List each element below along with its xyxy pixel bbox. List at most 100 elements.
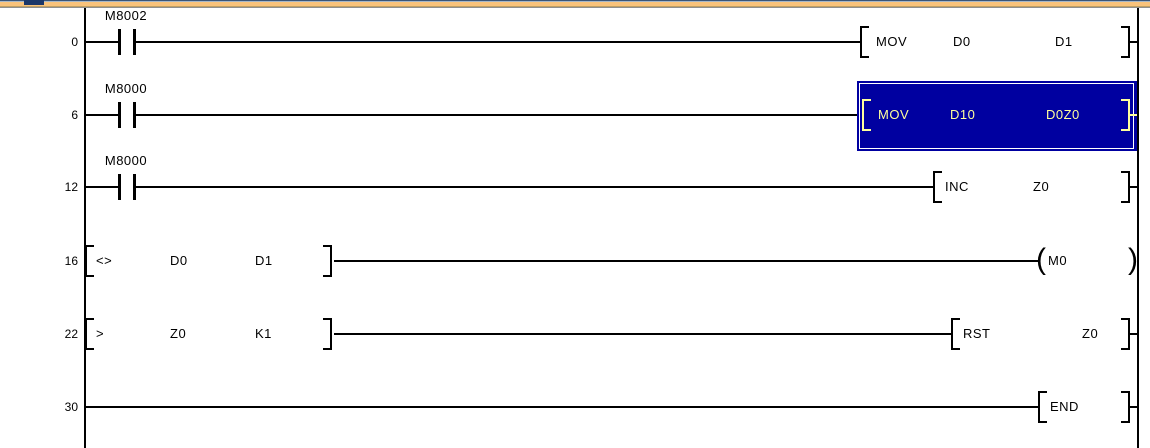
instruction-mnemonic: MOV — [876, 34, 908, 49]
instruction-open-bracket-arm-bottom — [953, 348, 960, 350]
wire-bracket-to-rail — [1130, 406, 1137, 408]
instruction-close-bracket-arm-top — [1121, 171, 1128, 173]
wire-rail-to-contact — [86, 186, 118, 188]
instruction-close-bracket-bar — [1128, 318, 1130, 350]
left-power-rail — [84, 8, 86, 448]
wire-bracket-to-rail — [1130, 41, 1137, 43]
instruction-open-bracket-arm-bottom — [1040, 421, 1047, 423]
step-number: 12 — [64, 180, 78, 194]
instruction-open-bracket-arm-bottom — [862, 56, 869, 58]
instruction-open-bracket-bar — [862, 99, 864, 131]
instruction-operand: D1 — [1055, 34, 1073, 49]
titlebar-shadow-strip — [0, 6, 1150, 7]
instruction-open-bracket-bar — [1038, 391, 1040, 423]
compare-operand: Z0 — [170, 326, 187, 341]
instruction-operand: Z0 — [1033, 179, 1050, 194]
compare-close-bracket-bar — [330, 318, 332, 350]
instruction-open-bracket-bar — [860, 26, 862, 58]
compare-operator: > — [96, 326, 105, 341]
instruction-close-bracket-bar — [1128, 171, 1130, 203]
step-number: 6 — [71, 108, 78, 122]
window-icon[interactable] — [24, 0, 44, 5]
titlebar-inner-edge — [0, 1, 1150, 2]
wire-compare-to-output — [334, 260, 1038, 262]
compare-operand: K1 — [255, 326, 272, 341]
compare-block[interactable] — [80, 243, 340, 279]
wire-contact-to-instruction — [136, 114, 857, 116]
compare-operand: D1 — [255, 253, 273, 268]
compare-operator: <> — [96, 253, 113, 268]
instruction-close-bracket-arm-bottom — [1121, 129, 1128, 131]
instruction-mnemonic: RST — [963, 326, 991, 341]
instruction-open-bracket-arm-top — [935, 171, 942, 173]
contact-label: M8000 — [104, 81, 148, 96]
compare-close-bracket-arm-top — [323, 318, 330, 320]
instruction-open-bracket-arm-top — [1040, 391, 1047, 393]
wire-bracket-to-rail — [1130, 114, 1137, 116]
instruction-open-bracket-arm-top — [953, 318, 960, 320]
instruction-close-bracket-arm-top — [1121, 99, 1128, 101]
instruction-operand: D10 — [950, 107, 976, 122]
compare-open-bracket-bar — [85, 245, 87, 277]
wire-bracket-to-rail — [1130, 186, 1137, 188]
instruction-mnemonic: INC — [945, 179, 969, 194]
compare-close-bracket-arm-bottom — [323, 348, 330, 350]
instruction-close-bracket-arm-top — [1121, 391, 1128, 393]
instruction-mnemonic: MOV — [878, 107, 910, 122]
step-number: 0 — [71, 35, 78, 49]
wire-rail-to-instruction — [86, 406, 1038, 408]
titlebar-border-strip — [0, 7, 1150, 8]
instruction-close-bracket-arm-bottom — [1121, 348, 1128, 350]
coil-label: M0 — [1048, 253, 1068, 268]
contact-label: M8000 — [104, 153, 148, 168]
instruction-close-bracket-bar — [1128, 26, 1130, 58]
instruction-close-bracket-bar — [1128, 99, 1130, 131]
no-contact[interactable] — [114, 171, 142, 203]
step-number: 30 — [64, 400, 78, 414]
wire-rail-to-contact — [86, 41, 118, 43]
contact-pole-right — [133, 102, 136, 128]
instruction-open-bracket-arm-top — [862, 26, 869, 28]
compare-open-bracket-arm-top — [87, 318, 94, 320]
selection-highlight-border — [859, 83, 1134, 149]
instruction-close-bracket-bar — [1128, 391, 1130, 423]
compare-close-bracket-arm-bottom — [323, 275, 330, 277]
step-number: 22 — [64, 327, 78, 341]
ladder-canvas[interactable]: 0 M8002 MOV D0 D1 6 M8000 MOV D10 D0 Z0 12 M8000 INC Z… — [0, 8, 1150, 448]
instruction-close-bracket-arm-top — [1121, 26, 1128, 28]
wire-compare-to-output — [334, 333, 951, 335]
compare-block[interactable] — [80, 316, 340, 352]
compare-open-bracket-bar — [85, 318, 87, 350]
coil-close-paren: ) — [1128, 243, 1138, 276]
instruction-open-bracket-bar — [933, 171, 935, 203]
instruction-close-bracket-arm-bottom — [1121, 201, 1128, 203]
no-contact[interactable] — [114, 26, 142, 58]
wire-contact-to-instruction — [136, 41, 860, 43]
contact-label: M8002 — [104, 8, 148, 23]
step-number: 16 — [64, 254, 78, 268]
selection-highlight[interactable] — [857, 81, 1137, 151]
instruction-close-bracket-arm-bottom — [1121, 56, 1128, 58]
wire-bracket-to-rail — [1130, 333, 1137, 335]
compare-operand: D0 — [170, 253, 188, 268]
contact-pole-left — [118, 102, 121, 128]
instruction-operand: D0 — [953, 34, 971, 49]
instruction-open-bracket-arm-bottom — [864, 129, 871, 131]
right-power-rail — [1137, 8, 1139, 448]
instruction-open-bracket-arm-top — [864, 99, 871, 101]
no-contact[interactable] — [114, 99, 142, 131]
titlebar-top-edge — [0, 0, 1150, 1]
wire-rail-to-contact — [86, 114, 118, 116]
contact-pole-right — [133, 29, 136, 55]
compare-open-bracket-arm-bottom — [87, 275, 94, 277]
coil-open-paren: ( — [1036, 243, 1046, 276]
compare-open-bracket-arm-bottom — [87, 348, 94, 350]
contact-pole-left — [118, 174, 121, 200]
instruction-open-bracket-bar — [951, 318, 953, 350]
compare-close-bracket-arm-top — [323, 245, 330, 247]
contact-pole-right — [133, 174, 136, 200]
contact-pole-left — [118, 29, 121, 55]
wire-contact-to-instruction — [136, 186, 933, 188]
instruction-open-bracket-arm-bottom — [935, 201, 942, 203]
